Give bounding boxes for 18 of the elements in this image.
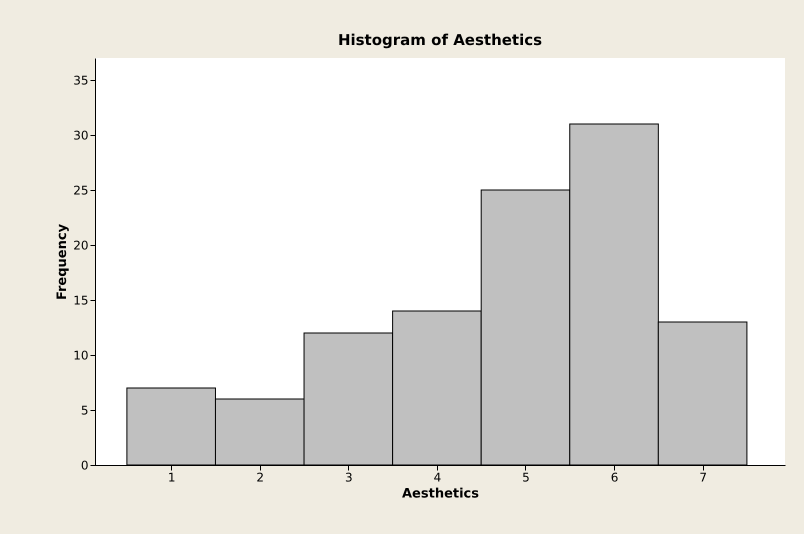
x-tick-label: 6 <box>610 470 618 484</box>
y-tick-label: 10 <box>73 348 88 362</box>
x-tick-label: 1 <box>168 470 176 484</box>
y-tick-label: 20 <box>73 238 88 252</box>
chart-title: Histogram of Aesthetics <box>338 31 542 49</box>
x-axis-title: Aesthetics <box>402 486 480 502</box>
y-tick-label: 25 <box>73 184 88 198</box>
y-axis-title: Frequency <box>55 223 70 300</box>
x-tick-label: 4 <box>434 470 442 484</box>
x-tick-label: 2 <box>256 470 264 484</box>
x-tick-label: 3 <box>345 470 353 484</box>
y-tick-label: 35 <box>73 74 88 88</box>
y-tick-label: 30 <box>73 128 88 142</box>
x-tick-label: 5 <box>522 470 530 484</box>
x-tick-label: 7 <box>699 470 707 484</box>
y-tick-label: 0 <box>80 458 88 472</box>
y-tick-label: 15 <box>73 294 88 308</box>
y-tick-label: 5 <box>80 404 88 418</box>
